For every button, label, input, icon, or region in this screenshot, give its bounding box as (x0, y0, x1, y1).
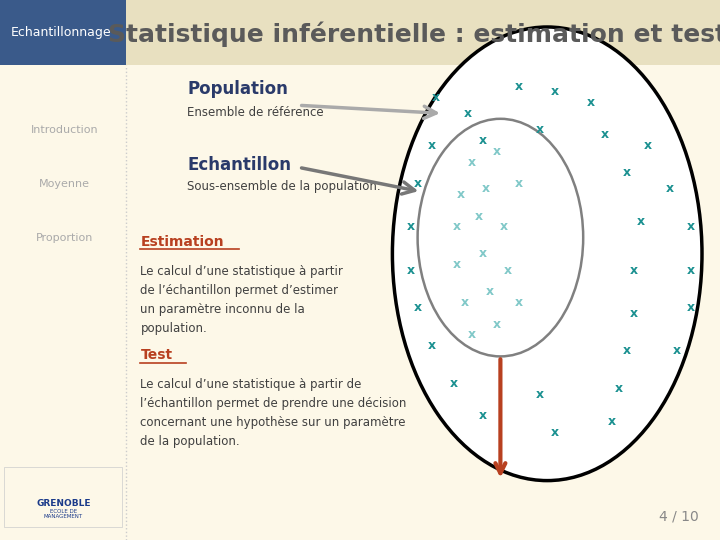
Text: x: x (474, 210, 483, 222)
Text: x: x (636, 215, 645, 228)
Text: GRENOBLE: GRENOBLE (36, 499, 91, 508)
Text: x: x (482, 183, 490, 195)
FancyBboxPatch shape (126, 0, 720, 65)
Text: x: x (550, 426, 559, 438)
FancyBboxPatch shape (0, 65, 126, 540)
Text: x: x (406, 220, 415, 233)
Text: x: x (467, 328, 476, 341)
Text: Sous-ensemble de la population.: Sous-ensemble de la population. (187, 180, 381, 193)
Text: Echantillon: Echantillon (187, 156, 291, 174)
Text: x: x (478, 134, 487, 147)
Text: x: x (600, 129, 609, 141)
Text: x: x (449, 377, 458, 390)
Text: x: x (622, 345, 631, 357)
FancyBboxPatch shape (4, 467, 122, 526)
Text: x: x (453, 258, 462, 271)
Text: x: x (467, 156, 476, 168)
Text: x: x (536, 388, 544, 401)
Text: x: x (406, 264, 415, 276)
Text: Proportion: Proportion (36, 233, 94, 242)
Text: x: x (629, 307, 638, 320)
Text: x: x (622, 166, 631, 179)
Text: x: x (550, 85, 559, 98)
Text: Estimation: Estimation (140, 235, 224, 249)
Text: Moyenne: Moyenne (40, 179, 90, 188)
Text: x: x (687, 220, 696, 233)
Text: x: x (460, 296, 469, 309)
Text: x: x (608, 415, 616, 428)
Text: x: x (665, 183, 674, 195)
Text: x: x (536, 123, 544, 136)
Text: x: x (672, 345, 681, 357)
Text: x: x (629, 264, 638, 276)
Text: x: x (615, 382, 624, 395)
Text: Introduction: Introduction (31, 125, 99, 134)
Text: Test: Test (140, 348, 173, 362)
Text: Ensemble de référence: Ensemble de référence (187, 106, 324, 119)
Text: Population: Population (187, 80, 288, 98)
Text: Le calcul d’une statistique à partir
de l’échantillon permet d’estimer
un paramè: Le calcul d’une statistique à partir de … (140, 265, 343, 335)
Text: x: x (503, 264, 512, 276)
Text: x: x (456, 188, 465, 201)
FancyBboxPatch shape (126, 65, 720, 540)
Text: x: x (413, 301, 422, 314)
Text: x: x (514, 177, 523, 190)
Text: x: x (492, 318, 501, 330)
Text: x: x (464, 107, 472, 120)
Text: x: x (687, 264, 696, 276)
Text: x: x (478, 409, 487, 422)
Text: x: x (500, 220, 508, 233)
FancyBboxPatch shape (0, 0, 720, 65)
Text: x: x (514, 296, 523, 309)
Text: ECOLE DE
MANAGEMENT: ECOLE DE MANAGEMENT (44, 509, 83, 519)
Text: Le calcul d’une statistique à partir de
l’échantillon permet de prendre une déci: Le calcul d’une statistique à partir de … (140, 378, 407, 448)
Text: 4 / 10: 4 / 10 (659, 510, 698, 524)
Text: x: x (431, 91, 440, 104)
Text: x: x (485, 285, 494, 298)
Text: x: x (428, 339, 436, 352)
Text: x: x (478, 247, 487, 260)
Text: x: x (586, 96, 595, 109)
Text: x: x (413, 177, 422, 190)
Text: x: x (687, 301, 696, 314)
Text: Statistique inférentielle : estimation et tests: Statistique inférentielle : estimation e… (108, 21, 720, 47)
Text: Echantillonnage: Echantillonnage (11, 26, 112, 39)
Text: x: x (453, 220, 462, 233)
Ellipse shape (392, 27, 702, 481)
Text: x: x (514, 80, 523, 93)
Text: x: x (428, 139, 436, 152)
Text: x: x (492, 145, 501, 158)
Ellipse shape (418, 119, 583, 356)
Text: x: x (644, 139, 652, 152)
